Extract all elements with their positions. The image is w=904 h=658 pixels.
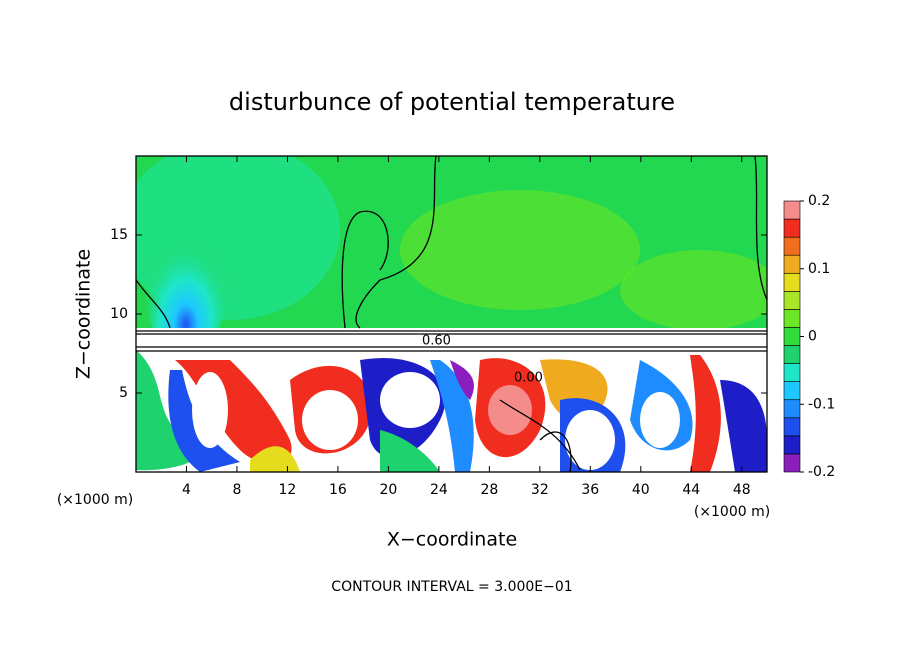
colorbar-box — [783, 399, 801, 419]
colorbar-box — [783, 218, 801, 238]
colorbar-tick-label: 0.1 — [808, 261, 830, 277]
x-tick-label: 16 — [329, 482, 347, 498]
contour-label: 0.60 — [422, 334, 451, 349]
contour-label: 0.00 — [514, 371, 543, 386]
y-tick-label: 15 — [110, 227, 128, 243]
x-tick-label: 36 — [581, 482, 599, 498]
colorbar-box — [783, 309, 801, 328]
chart-title: disturbunce of potential temperature — [229, 88, 675, 116]
colorbar-box — [783, 363, 801, 382]
x-tick-label: 8 — [232, 482, 241, 498]
colorbar-box — [783, 435, 801, 455]
colorbar-box — [783, 417, 801, 437]
footer: CONTOUR INTERVAL = 3.000E−01 — [331, 579, 572, 595]
colorbar-box — [783, 272, 801, 292]
field — [136, 156, 767, 472]
colorbar-box — [783, 254, 801, 274]
y-tick-label: 5 — [119, 385, 128, 401]
x-tick-label: 32 — [531, 482, 549, 498]
x-axis-title: X−coordinate — [387, 529, 517, 551]
colorbar-tick-label: 0 — [808, 329, 817, 345]
x-tick-label: 12 — [279, 482, 297, 498]
x-tick-label: 48 — [733, 482, 751, 498]
x-tick-label: 4 — [182, 482, 191, 498]
y-axis-title: Z−coordinate — [73, 249, 95, 379]
colorbar-tick-label: 0.2 — [808, 193, 830, 209]
y-tick-label: 10 — [110, 306, 128, 322]
colorbar-box — [783, 453, 801, 473]
colorbar-box — [783, 291, 801, 310]
x-tick-label: 44 — [682, 482, 700, 498]
x-tick-label: 40 — [632, 482, 650, 498]
x-tick-label: 28 — [480, 482, 498, 498]
colorbar-tick-label: -0.2 — [808, 464, 835, 480]
x-unit-label: (×1000 m) — [57, 492, 133, 508]
x-tick-label: 24 — [430, 482, 448, 498]
colorbar-box — [783, 381, 801, 401]
colorbar-box — [783, 236, 801, 256]
colorbar-box — [783, 200, 801, 220]
colorbar-box — [783, 345, 801, 364]
x-tick-label: 20 — [379, 482, 397, 498]
colorbar-tick-label: -0.1 — [808, 396, 835, 412]
x-unit-label: (×1000 m) — [694, 504, 770, 520]
colorbar-box — [783, 327, 801, 346]
